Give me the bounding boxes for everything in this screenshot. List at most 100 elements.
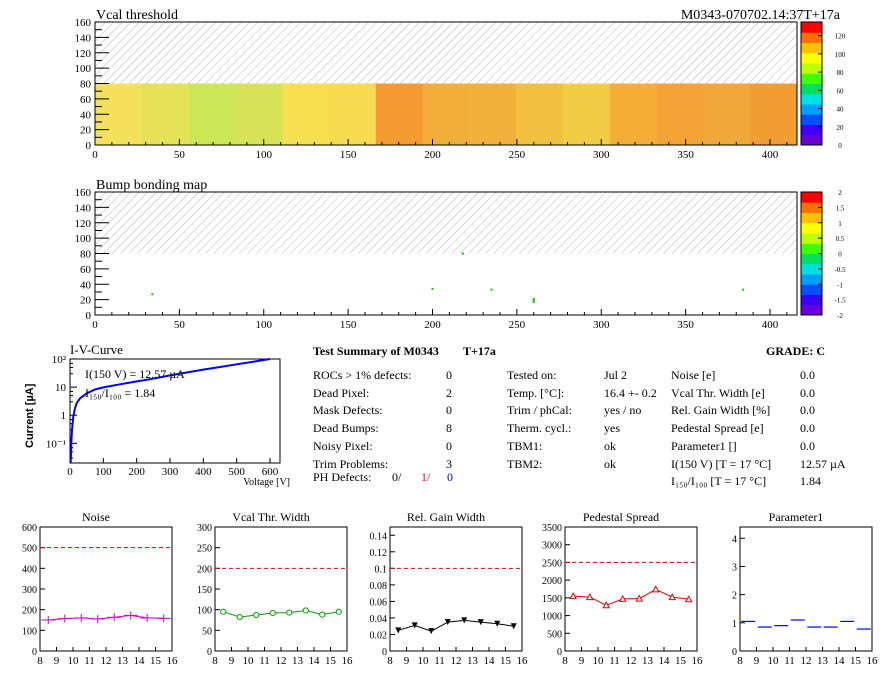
iv-annotation-current: I(150 V) = 12.57 µA: [85, 367, 185, 381]
trend-y-tick-label: 600: [22, 523, 37, 534]
bump-defect-point: [742, 288, 744, 291]
trend-x-tick-label: 15: [500, 655, 512, 667]
map1-palette-swatch: [801, 37, 822, 43]
result-value: 0.0: [800, 438, 815, 453]
map2-palette-swatch: [801, 243, 822, 249]
y-tick-label: 100: [75, 63, 92, 75]
trend-point: [411, 622, 418, 629]
y-tick-label: 80: [80, 79, 92, 91]
ph-defects-value-0: 0/: [392, 470, 402, 484]
x-tick-label: 0: [92, 319, 98, 330]
trend-title: Noise: [82, 510, 110, 524]
map1-palette-label: 0: [838, 142, 842, 150]
x-tick-label: 100: [256, 319, 273, 330]
trend-x-tick-label: 10: [418, 655, 430, 667]
map1-palette-swatch: [801, 27, 822, 33]
map1-palette-swatch: [801, 52, 822, 59]
result-value: 12.57 µA: [800, 456, 846, 471]
map1-palette-label: 40: [837, 106, 845, 114]
trend-x-tick-label: 9: [229, 655, 235, 667]
ph-defects-label: PH Defects:: [313, 470, 372, 484]
x-tick-label: 200: [424, 319, 441, 330]
map2-palette-swatch: [801, 212, 822, 219]
trend-point: [428, 628, 435, 635]
result-value: 0.0: [800, 421, 815, 436]
trend-x-tick-label: 12: [276, 655, 287, 667]
map2-palette-label: -1: [837, 281, 843, 289]
condition-value: yes: [604, 421, 620, 436]
trend-y-tick-label: 2: [732, 591, 737, 602]
trend-x-tick-label: 8: [737, 655, 743, 667]
trend-x-tick-label: 9: [579, 655, 585, 667]
bump-defect-point: [490, 288, 493, 291]
map2-palette-swatch: [801, 202, 822, 208]
x-tick-label: 50: [174, 149, 186, 161]
condition-label: TBM1:: [507, 438, 543, 453]
iv-x-tick-label: 300: [162, 466, 179, 478]
trend-y-tick-label: 300: [22, 585, 37, 596]
roc-band: [516, 83, 564, 145]
trend-x-tick-label: 10: [768, 655, 780, 667]
defect-label: ROCs > 1% defects:: [313, 368, 412, 382]
grade-label: GRADE: C: [766, 344, 825, 358]
trend-y-tick-label: 250: [197, 544, 212, 555]
roc-band: [375, 83, 423, 145]
map2-palette-label: 1.5: [836, 204, 845, 212]
trend-point: [602, 601, 611, 609]
trend-y-tick-label: 0: [557, 647, 562, 658]
summary-temp-tag: T+17a: [463, 344, 496, 358]
trend-x-tick-label: 13: [117, 655, 129, 667]
defect-label: Noisy Pixel:: [313, 438, 373, 453]
roc-band: [422, 83, 470, 145]
trend-point: [618, 594, 627, 602]
x-tick-label: 300: [593, 149, 610, 161]
trend-x-tick-label: 16: [167, 655, 179, 667]
trend-y-tick-label: 200: [197, 564, 212, 575]
trend-y-tick-label: 100: [22, 626, 37, 637]
roc-band: [141, 83, 189, 145]
map1-palette-label: 100: [835, 51, 846, 59]
map2-palette-swatch: [801, 258, 822, 265]
iv-y-tick-label: 10²: [52, 354, 67, 366]
map1-palette-swatch: [801, 73, 822, 79]
trend-point: [269, 609, 276, 617]
result-value: 0.0: [800, 368, 815, 382]
map1-palette-swatch: [801, 78, 822, 84]
bump-defect-point: [431, 287, 434, 290]
y-tick-label: 140: [75, 32, 92, 44]
trend-point: [461, 617, 468, 624]
roc-band: [609, 83, 657, 145]
trend-y-tick-label: 400: [22, 564, 37, 575]
y-tick-label: 40: [80, 109, 92, 121]
map1-palette-swatch: [801, 32, 822, 38]
iv-ylabel: Current [µA]: [24, 383, 36, 448]
trend-chart-0: Noise 8 9 10 11 12 13 14 15 16 0 100 200 300 400 500 600: [22, 510, 178, 667]
map1-palette-frame: [800, 21, 823, 146]
x-tick-label: 100: [256, 149, 273, 161]
y-tick-label: 0: [86, 310, 92, 322]
trend-point: [510, 623, 517, 630]
y-tick-label: 40: [80, 279, 92, 291]
y-tick-label: 120: [75, 218, 92, 230]
trend-point: [585, 593, 594, 601]
iv-y-tick-label: 1: [61, 410, 67, 422]
x-tick-label: 400: [762, 319, 779, 330]
x-tick-label: 250: [509, 149, 526, 161]
trend-x-tick-label: 15: [675, 655, 687, 667]
result-label: Noise [e]: [671, 368, 716, 382]
trend-x-tick-label: 9: [754, 655, 760, 667]
trend-frame: [39, 526, 173, 652]
roc-band: [656, 83, 704, 145]
map2-empty-region: [95, 192, 797, 254]
trend-y-tick-label: 1500: [542, 594, 562, 605]
trend-point: [395, 627, 402, 634]
x-tick-label: 300: [593, 319, 610, 330]
trend-point: [302, 607, 309, 614]
defect-value: 2: [446, 385, 452, 400]
map2-palette-swatch: [801, 284, 822, 290]
map2-palette-label: 0: [838, 251, 842, 259]
trend-point: [651, 585, 660, 593]
trend-x-tick-label: 15: [850, 655, 862, 667]
trend-x-tick-label: 13: [292, 655, 304, 667]
